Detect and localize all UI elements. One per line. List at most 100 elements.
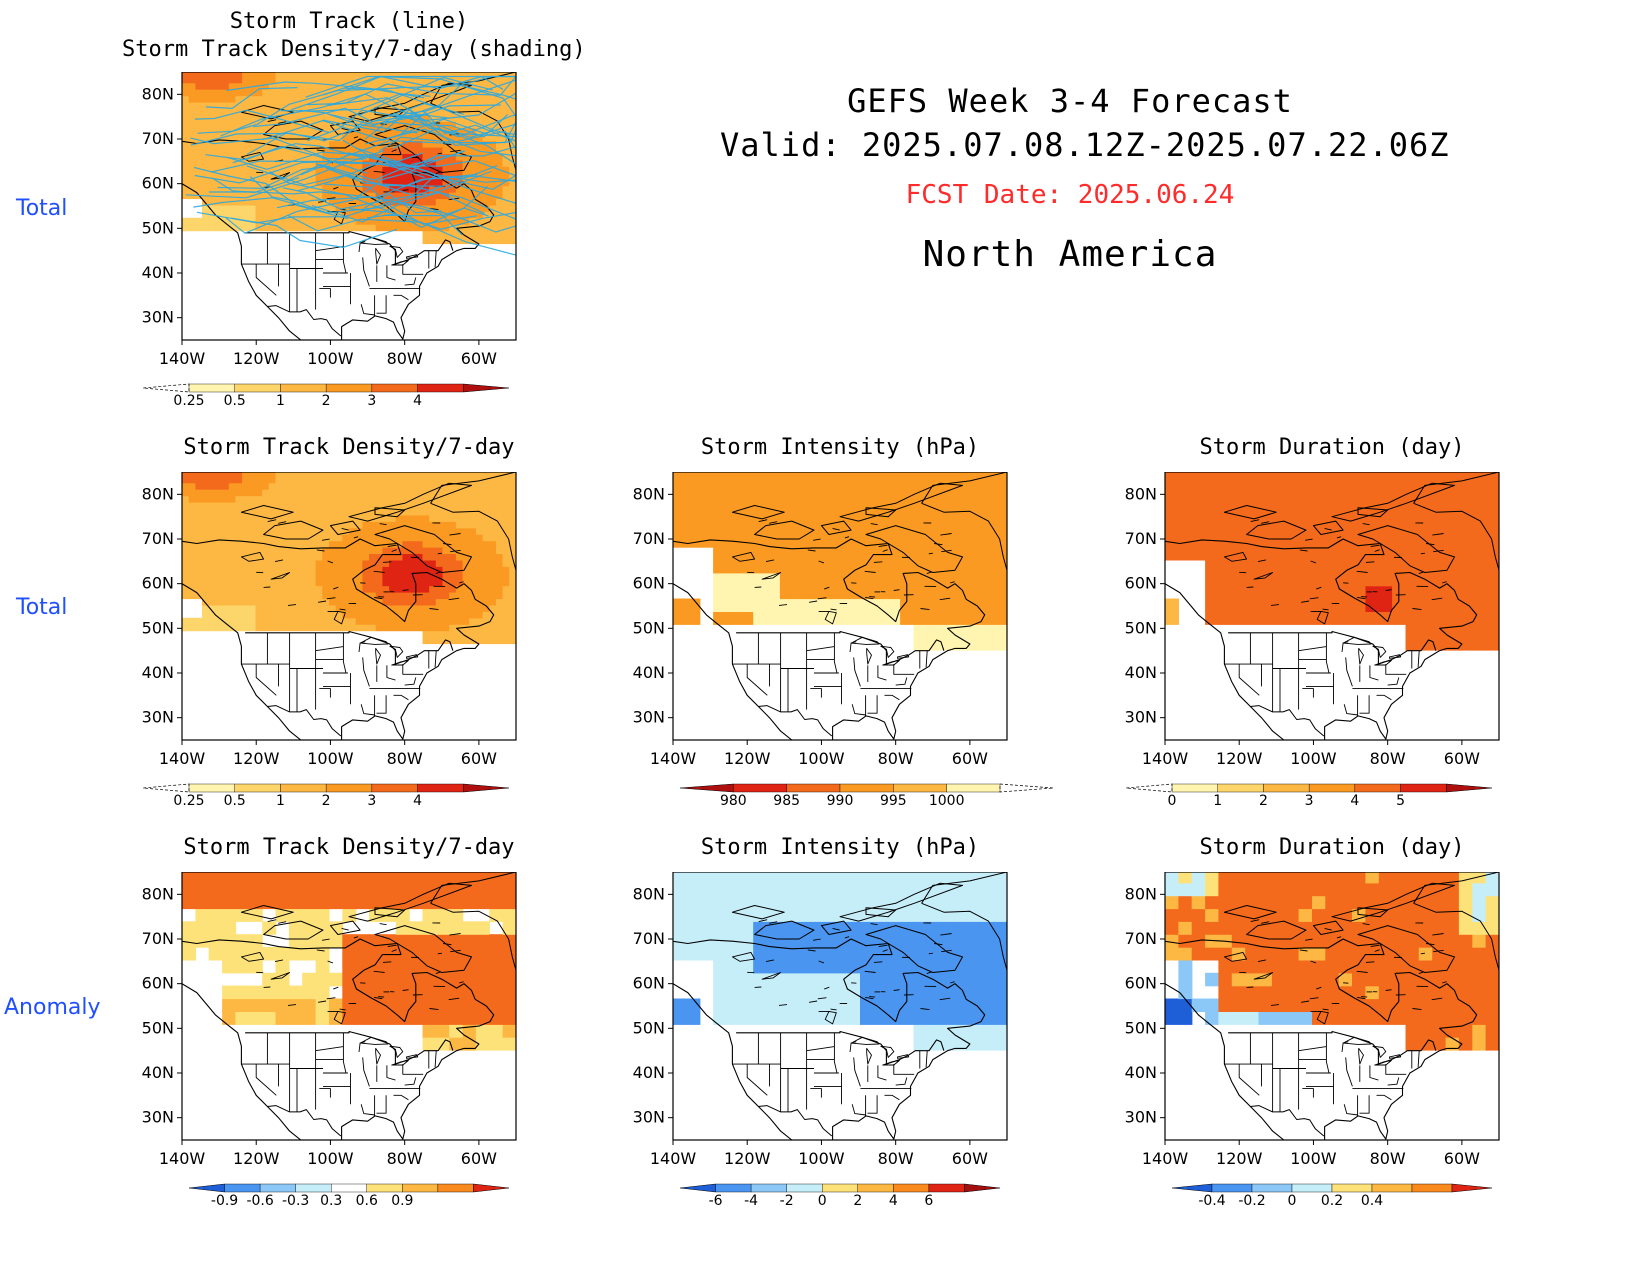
map-plot-area: 80N 70N 60N 50N 40N 30N 140W 120W 100W 80W 60W -0.4… bbox=[1125, 872, 1500, 1209]
colorbar-swatch bbox=[786, 783, 841, 793]
colorbar-tick-label: -0.9 bbox=[211, 1193, 238, 1209]
colorbar-swatch bbox=[371, 783, 418, 793]
colorbar-swatch bbox=[417, 383, 464, 393]
map-plot-area: 80N 70N 60N 50N 40N 30N 140W 120W 100W 80W 60W 0 1 2 3… bbox=[1125, 472, 1500, 809]
lat-tick-label: 50N bbox=[633, 618, 665, 637]
colorbar-tick-label: 5 bbox=[1396, 793, 1405, 809]
colorbar-swatch bbox=[1331, 1183, 1373, 1193]
panel-title-track-total: Storm Track (line) Storm Track Density/7… bbox=[122, 9, 586, 62]
lat-tick-label: 80N bbox=[633, 884, 665, 903]
colorbar-swatch bbox=[331, 1183, 367, 1193]
valid-period: Valid: 2025.07.08.12Z-2025.07.22.06Z bbox=[720, 126, 1450, 164]
colorbar-swatch bbox=[1411, 1183, 1453, 1193]
colorbar-swatch bbox=[857, 1183, 894, 1193]
lat-tick-label: 70N bbox=[1125, 929, 1157, 948]
colorbar-swatch bbox=[822, 1183, 858, 1193]
lon-tick-label: 60W bbox=[461, 749, 497, 768]
colorbar-swatch bbox=[234, 783, 281, 793]
colorbar-0: 0.25 0.5 1 2 3 4 bbox=[143, 383, 510, 409]
map-frame bbox=[181, 472, 517, 741]
colorbar-swatch bbox=[1263, 783, 1310, 793]
map-frame bbox=[181, 72, 517, 341]
colorbar-tick-label: 0.25 bbox=[173, 793, 204, 809]
lat-tick-label: 60N bbox=[142, 574, 174, 593]
lat-tick-label: 80N bbox=[633, 484, 665, 503]
colorbar-swatch bbox=[1354, 783, 1401, 793]
lat-tick-label: 30N bbox=[633, 1108, 665, 1127]
colorbar-swatch bbox=[1211, 1183, 1253, 1193]
lon-tick-label: 100W bbox=[798, 1149, 845, 1168]
colorbar-arrow-left bbox=[1126, 783, 1173, 793]
colorbar-swatch bbox=[280, 383, 327, 393]
colorbar-arrow-right bbox=[473, 1183, 510, 1193]
map-panel-track-total: 80N 70N 60N 50N 40N 30N 140W 120W 100W 80W 60W 0.25… bbox=[142, 72, 517, 409]
lon-tick-label: 60W bbox=[1444, 1149, 1480, 1168]
map-panel-density-total: 80N 70N 60N 50N 40N 30N 140W 120W 100W 80W 60W 0.25… bbox=[142, 472, 517, 809]
lat-tick-label: 60N bbox=[633, 974, 665, 993]
colorbar-5: -6 -4 -2 0 2 4 6 bbox=[679, 1183, 1001, 1209]
colorbar-1: 0.25 0.5 1 2 3 4 bbox=[143, 783, 510, 809]
lat-tick-label: 50N bbox=[142, 618, 174, 637]
lat-tick-label: 60N bbox=[1125, 974, 1157, 993]
panel-title-density-anomaly: Storm Track Density/7-day bbox=[183, 835, 515, 860]
lat-tick-label: 30N bbox=[142, 1108, 174, 1127]
colorbar-tick-label: 2 bbox=[322, 393, 331, 409]
map-plot-area: 80N 70N 60N 50N 40N 30N 140W 120W 100W 80W 60W -0.9… bbox=[142, 872, 517, 1209]
colorbar-tick-label: 0.3 bbox=[320, 1193, 342, 1209]
colorbar-swatch bbox=[1171, 783, 1218, 793]
panel-title-duration-anomaly: Storm Duration (day) bbox=[1199, 835, 1465, 860]
panel-title-duration-total: Storm Duration (day) bbox=[1199, 435, 1465, 460]
colorbar-swatch bbox=[1291, 1183, 1333, 1193]
colorbar-swatch bbox=[1308, 783, 1356, 793]
lat-tick-label: 40N bbox=[633, 1063, 665, 1082]
panel-title-intensity-total: Storm Intensity (hPa) bbox=[700, 435, 980, 460]
map-panel-duration-anomaly: 80N 70N 60N 50N 40N 30N 140W 120W 100W 80W 60W -0.4… bbox=[1125, 872, 1500, 1209]
colorbar-arrow-right bbox=[1446, 783, 1493, 793]
row-label-total-2: Total bbox=[16, 595, 68, 620]
map-frame bbox=[672, 472, 1008, 741]
colorbar-swatch bbox=[325, 783, 373, 793]
lon-tick-label: 120W bbox=[1216, 1149, 1263, 1168]
colorbar-tick-label: 1000 bbox=[929, 793, 965, 809]
colorbar-swatch bbox=[1217, 783, 1264, 793]
colorbar-tick-label: -6 bbox=[709, 1193, 723, 1209]
colorbar-swatch bbox=[715, 1183, 752, 1193]
colorbar-swatch bbox=[928, 1183, 965, 1193]
colorbar-tick-label: 1 bbox=[276, 393, 285, 409]
lat-tick-label: 40N bbox=[142, 663, 174, 682]
colorbar-swatch bbox=[417, 783, 464, 793]
lon-tick-label: 120W bbox=[233, 749, 280, 768]
colorbar-arrow-left bbox=[143, 783, 190, 793]
colorbar-tick-label: 0.9 bbox=[391, 1193, 413, 1209]
map-frame bbox=[1164, 472, 1500, 741]
colorbar-arrow-right bbox=[964, 1183, 1001, 1193]
lon-tick-label: 80W bbox=[878, 749, 914, 768]
lon-tick-label: 80W bbox=[878, 1149, 914, 1168]
lon-tick-label: 80W bbox=[387, 1149, 423, 1168]
region-title: North America bbox=[922, 234, 1218, 275]
colorbar-swatch bbox=[786, 1183, 823, 1193]
lat-tick-label: 60N bbox=[633, 574, 665, 593]
colorbar-6: -0.4 -0.2 0 0.2 0.4 bbox=[1171, 1183, 1493, 1209]
colorbar-arrow-left bbox=[143, 383, 190, 393]
colorbar-tick-label: -0.3 bbox=[282, 1193, 309, 1209]
lat-tick-label: 40N bbox=[142, 263, 174, 282]
lat-tick-label: 70N bbox=[633, 929, 665, 948]
colorbar-swatch bbox=[750, 1183, 787, 1193]
colorbar-arrow-left bbox=[1171, 1183, 1213, 1193]
lon-tick-label: 80W bbox=[1370, 749, 1406, 768]
lat-tick-label: 70N bbox=[1125, 529, 1157, 548]
lat-tick-label: 40N bbox=[633, 663, 665, 682]
colorbar-tick-label: 0 bbox=[1168, 793, 1177, 809]
colorbar-tick-label: 2 bbox=[853, 1193, 862, 1209]
lon-tick-label: 140W bbox=[1142, 1149, 1189, 1168]
colorbar-tick-label: 1 bbox=[276, 793, 285, 809]
panel-title-density-total: Storm Track Density/7-day bbox=[183, 435, 515, 460]
lon-tick-label: 120W bbox=[233, 349, 280, 368]
colorbar-tick-label: 980 bbox=[720, 793, 747, 809]
colorbar-4: -0.9 -0.6 -0.3 0.3 0.6 0.9 bbox=[188, 1183, 510, 1209]
lat-tick-label: 50N bbox=[1125, 1018, 1157, 1037]
lon-tick-label: 60W bbox=[952, 1149, 988, 1168]
colorbar-tick-label: -2 bbox=[780, 1193, 794, 1209]
colorbar-tick-label: 0.25 bbox=[173, 393, 204, 409]
